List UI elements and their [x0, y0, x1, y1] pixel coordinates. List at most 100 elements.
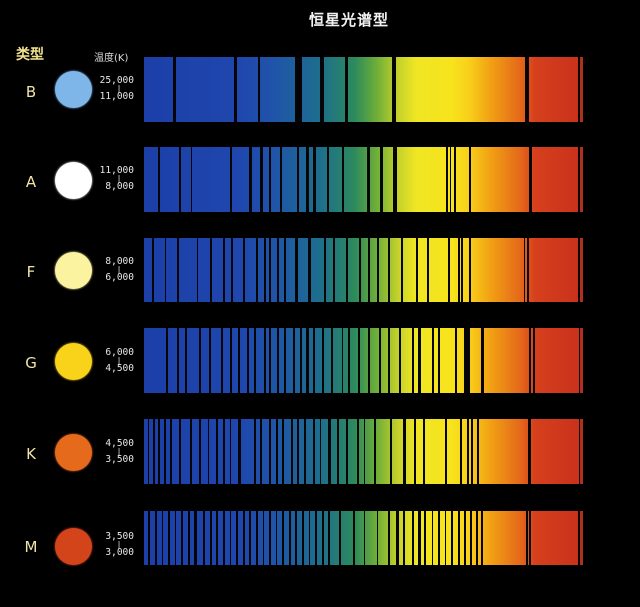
spectrum-bar	[144, 147, 583, 212]
absorption-line	[174, 511, 177, 565]
absorption-line	[403, 511, 405, 565]
absorption-line	[357, 328, 360, 393]
absorption-line	[269, 419, 271, 484]
absorption-line	[187, 511, 190, 565]
absorption-line	[578, 147, 581, 212]
absorption-line	[208, 328, 211, 393]
absorption-line	[170, 419, 173, 484]
absorption-line	[444, 511, 447, 565]
absorption-line	[307, 238, 312, 302]
absorption-line	[148, 511, 151, 565]
absorption-line	[578, 419, 582, 484]
absorption-line	[345, 238, 349, 302]
absorption-line	[466, 419, 469, 484]
absorption-line	[400, 238, 403, 302]
absorption-line	[284, 328, 287, 393]
absorption-line	[460, 238, 463, 302]
temp-low: 3,500	[105, 454, 134, 465]
absorption-line	[578, 511, 581, 565]
absorption-line	[257, 57, 261, 122]
absorption-line	[172, 57, 176, 122]
absorption-line	[299, 57, 303, 122]
absorption-line	[223, 238, 225, 302]
absorption-line	[229, 511, 232, 565]
absorption-line	[328, 511, 331, 565]
absorption-line	[209, 238, 212, 302]
absorption-line	[276, 328, 279, 393]
temperature-range: 4,500 | 3,500	[94, 439, 134, 465]
absorption-line	[253, 328, 257, 393]
absorption-line	[529, 511, 532, 565]
absorption-line	[387, 328, 390, 393]
absorption-line	[457, 511, 460, 565]
absorption-line	[176, 328, 179, 393]
spectral-class-label: G	[25, 354, 37, 372]
absorption-line	[198, 328, 201, 393]
spectrum-edge	[580, 147, 583, 212]
temp-high: 11,000	[99, 165, 134, 176]
absorption-line	[321, 328, 324, 393]
spectral-class-label: B	[25, 83, 37, 101]
absorption-line	[339, 511, 342, 565]
absorption-line	[190, 147, 193, 212]
absorption-line	[326, 147, 329, 212]
absorption-line	[352, 511, 355, 565]
temp-low: 6,000	[105, 272, 134, 283]
absorption-line	[424, 511, 426, 565]
spectrum-bar	[144, 328, 583, 393]
absorption-line	[470, 511, 472, 565]
absorption-line	[291, 419, 293, 484]
absorption-line	[284, 238, 287, 302]
absorption-line	[526, 238, 529, 302]
absorption-line	[306, 328, 310, 393]
absorption-line	[223, 419, 225, 484]
absorption-line	[359, 238, 362, 302]
absorption-line	[468, 238, 472, 302]
type-column-header: 类型	[16, 47, 44, 63]
absorption-line	[203, 511, 205, 565]
absorption-line	[356, 419, 360, 484]
absorption-line	[431, 511, 434, 565]
star-color-disc	[55, 252, 92, 289]
absorption-line	[523, 238, 526, 302]
absorption-line	[387, 238, 391, 302]
absorption-line	[196, 238, 199, 302]
absorption-line	[296, 147, 300, 212]
absorption-line	[345, 419, 348, 484]
absorption-line	[446, 147, 448, 212]
absorption-line	[295, 57, 300, 122]
absorption-line	[453, 147, 456, 212]
spectral-class-label: F	[26, 263, 36, 281]
absorption-line	[431, 328, 435, 393]
spectrum-edge	[580, 419, 583, 484]
absorption-line	[237, 328, 240, 393]
spectrum-edge	[580, 328, 583, 393]
absorption-line	[376, 238, 380, 302]
absorption-line	[528, 419, 531, 484]
absorption-line	[304, 419, 307, 484]
absorption-line	[154, 511, 157, 565]
spectrum-bar	[144, 511, 583, 565]
star-color-disc	[55, 434, 92, 471]
absorption-line	[451, 511, 454, 565]
absorption-line	[396, 511, 400, 565]
absorption-line	[525, 57, 529, 122]
temp-high: 4,500	[105, 438, 134, 449]
absorption-line	[255, 511, 258, 565]
absorption-line	[288, 511, 291, 565]
absorption-line	[438, 328, 440, 393]
absorption-line	[276, 238, 279, 302]
temperature-range: 11,000 | 8,000	[94, 166, 134, 192]
absorption-line	[337, 419, 339, 484]
absorption-line	[220, 328, 223, 393]
temp-low: 3,000	[105, 547, 134, 558]
absorption-line	[216, 419, 219, 484]
absorption-line	[378, 328, 381, 393]
absorption-line	[367, 147, 370, 212]
absorption-line	[422, 419, 426, 484]
absorption-line	[249, 511, 252, 565]
absorption-line	[152, 419, 155, 484]
absorption-line	[296, 419, 299, 484]
absorption-line	[464, 328, 470, 393]
absorption-line	[229, 419, 232, 484]
